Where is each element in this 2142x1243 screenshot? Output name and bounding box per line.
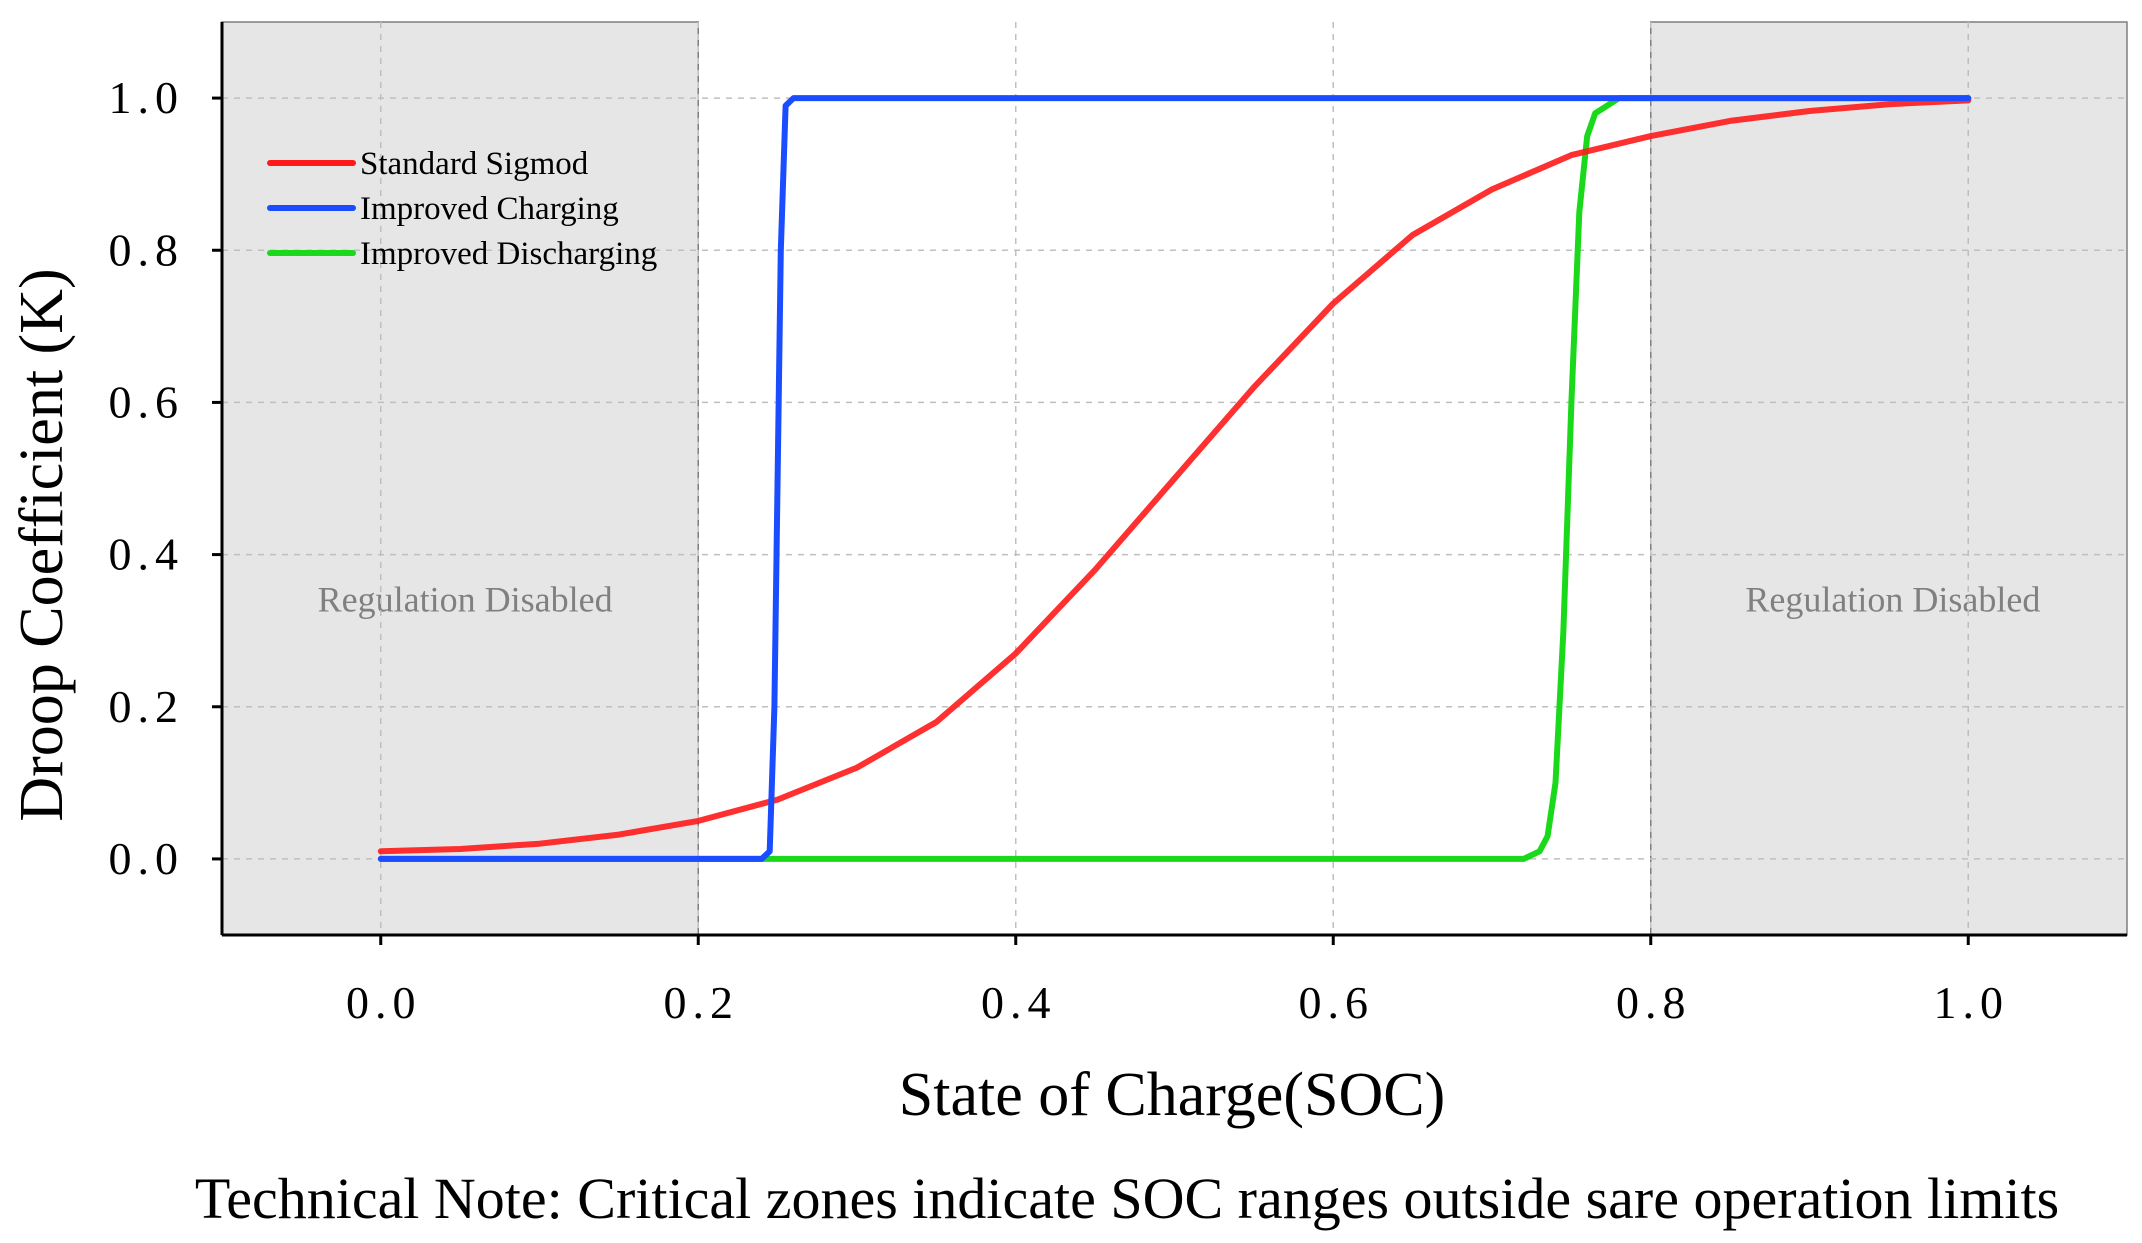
x-tick-label-4: 0.8 (1616, 977, 1692, 1028)
y-tick-label-1: 0.2 (109, 681, 185, 732)
series-line-improved-charging (377, 95, 1972, 862)
series-lines (377, 95, 1972, 862)
legend-label-standard-sigmod: Standard Sigmod (360, 146, 589, 182)
x-tick-label-3: 0.6 (1299, 977, 1375, 1028)
x-tick-label-0: 0.0 (346, 977, 422, 1028)
tick-labels: 0.0 0.2 0.4 0.6 0.8 1.0 0.0 0.2 0.4 0.6 0.8 1.0 (109, 72, 2010, 1028)
x-tick-label-2: 0.4 (981, 977, 1057, 1028)
y-tick-label-3: 0.6 (109, 376, 185, 427)
x-axis-title: State of Charge(SOC) (899, 1061, 1445, 1129)
y-axis-title: Droop Coefficient (K) (8, 268, 76, 821)
region-1 (1650, 21, 2128, 936)
y-tick-label-2: 0.4 (109, 529, 185, 580)
shaded-regions: Regulation Disabled Regulation Disabled (221, 21, 2128, 936)
axes (220, 22, 2127, 937)
x-tick-label-5: 1.0 (1934, 977, 2010, 1028)
y-tick-label-0: 0.0 (109, 833, 185, 884)
region-label-1: Regulation Disabled (1745, 580, 2040, 620)
legend-label-improved-discharging: Improved Discharging (360, 236, 657, 272)
x-tick-label-1: 0.2 (664, 977, 740, 1028)
technical-note: Technical Note: Critical zones indicate … (195, 1166, 2059, 1231)
series-line-standard-sigmod (377, 97, 1972, 855)
region-label-0: Regulation Disabled (318, 580, 613, 620)
legend: Standard Sigmod Improved Charging Improved… (267, 146, 657, 272)
legend-label-improved-charging: Improved Charging (360, 191, 619, 227)
y-tick-label-5: 1.0 (109, 72, 185, 123)
series-line-improved-discharging (377, 95, 1972, 862)
y-tick-label-4: 0.8 (109, 224, 185, 275)
region-0 (221, 21, 699, 936)
